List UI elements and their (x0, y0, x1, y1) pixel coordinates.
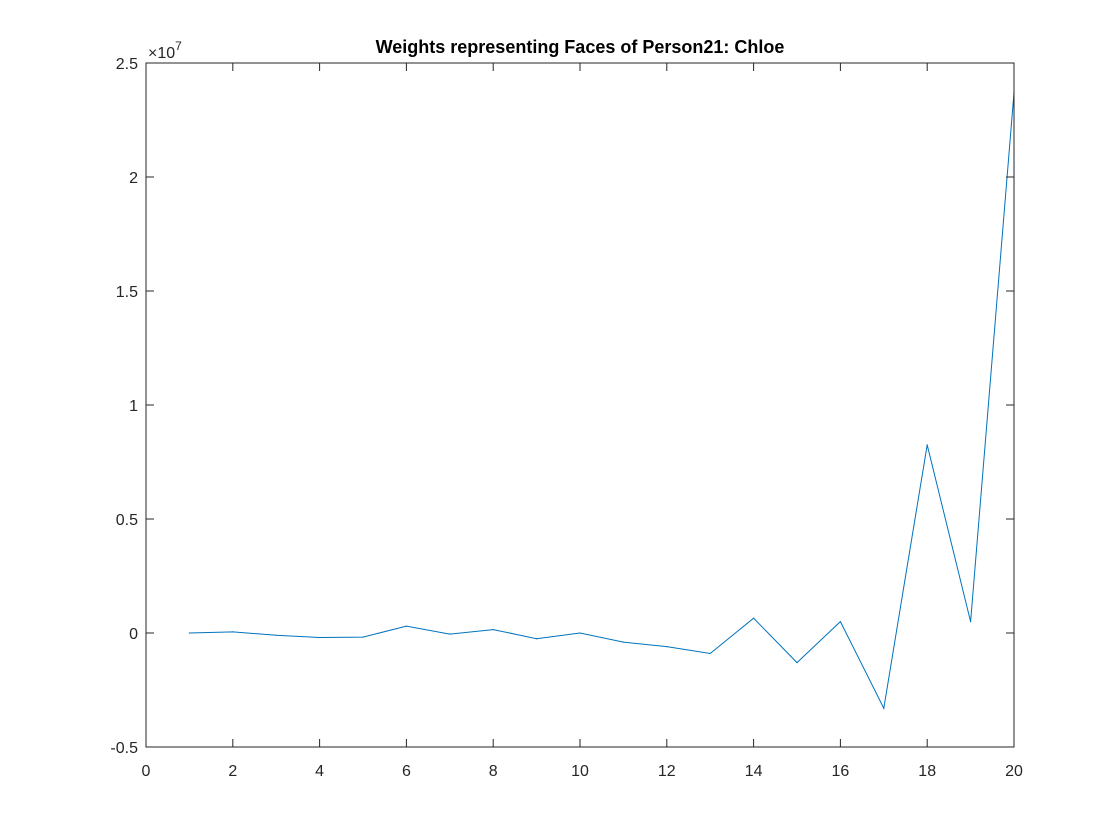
data-point (405, 625, 407, 627)
x-tick-label: 16 (832, 763, 850, 780)
x-tick-label: 20 (1005, 763, 1023, 780)
x-tick-label: 10 (571, 763, 589, 780)
y-tick-label: -0.5 (110, 740, 138, 757)
data-point (536, 638, 538, 640)
data-point (709, 652, 711, 655)
y-tick-label: 0 (129, 626, 138, 643)
y-tick-label: 1.5 (116, 284, 138, 301)
x-tick-label: 0 (142, 763, 151, 780)
plot-area (146, 63, 1014, 747)
data-point (232, 631, 234, 633)
data-point (362, 636, 364, 638)
data-point (492, 628, 494, 631)
x-tick-label: 18 (918, 763, 936, 780)
x-tick-label: 6 (402, 763, 411, 780)
data-point (188, 632, 190, 634)
data-point (883, 707, 885, 709)
y-tick-label: 2.5 (116, 56, 138, 73)
y-exponent-power: 7 (175, 39, 182, 53)
data-point (666, 646, 668, 648)
x-tick-label: 8 (489, 763, 498, 780)
data-point (449, 633, 451, 635)
data-point (319, 636, 321, 639)
data-point (275, 634, 277, 636)
data-point (579, 632, 581, 634)
x-tick-label: 2 (228, 763, 237, 780)
y-tick-label: 2 (129, 170, 138, 187)
x-tick-label: 12 (658, 763, 676, 780)
data-point (622, 641, 625, 643)
y-exponent-base: ×10 (148, 45, 175, 62)
data-point (926, 444, 928, 446)
series-line-0 (189, 92, 1015, 710)
data-point (753, 617, 755, 619)
data-point (796, 662, 798, 664)
x-tick-label: 14 (745, 763, 763, 780)
ticks-layer: 0 2 4 6 8 10 12 14 16 18 20-0.500.511.522.5 (110, 56, 1023, 780)
x-tick-label: 4 (315, 763, 324, 780)
chart-title: Weights representing Faces of Person21: … (376, 37, 785, 57)
y-exponent-label: ×107 (148, 39, 182, 62)
y-tick-label: 0.5 (116, 512, 138, 529)
y-tick-label: 1 (129, 398, 138, 415)
data-point (970, 621, 972, 623)
series-layer (188, 92, 1015, 710)
data-point (839, 621, 842, 623)
